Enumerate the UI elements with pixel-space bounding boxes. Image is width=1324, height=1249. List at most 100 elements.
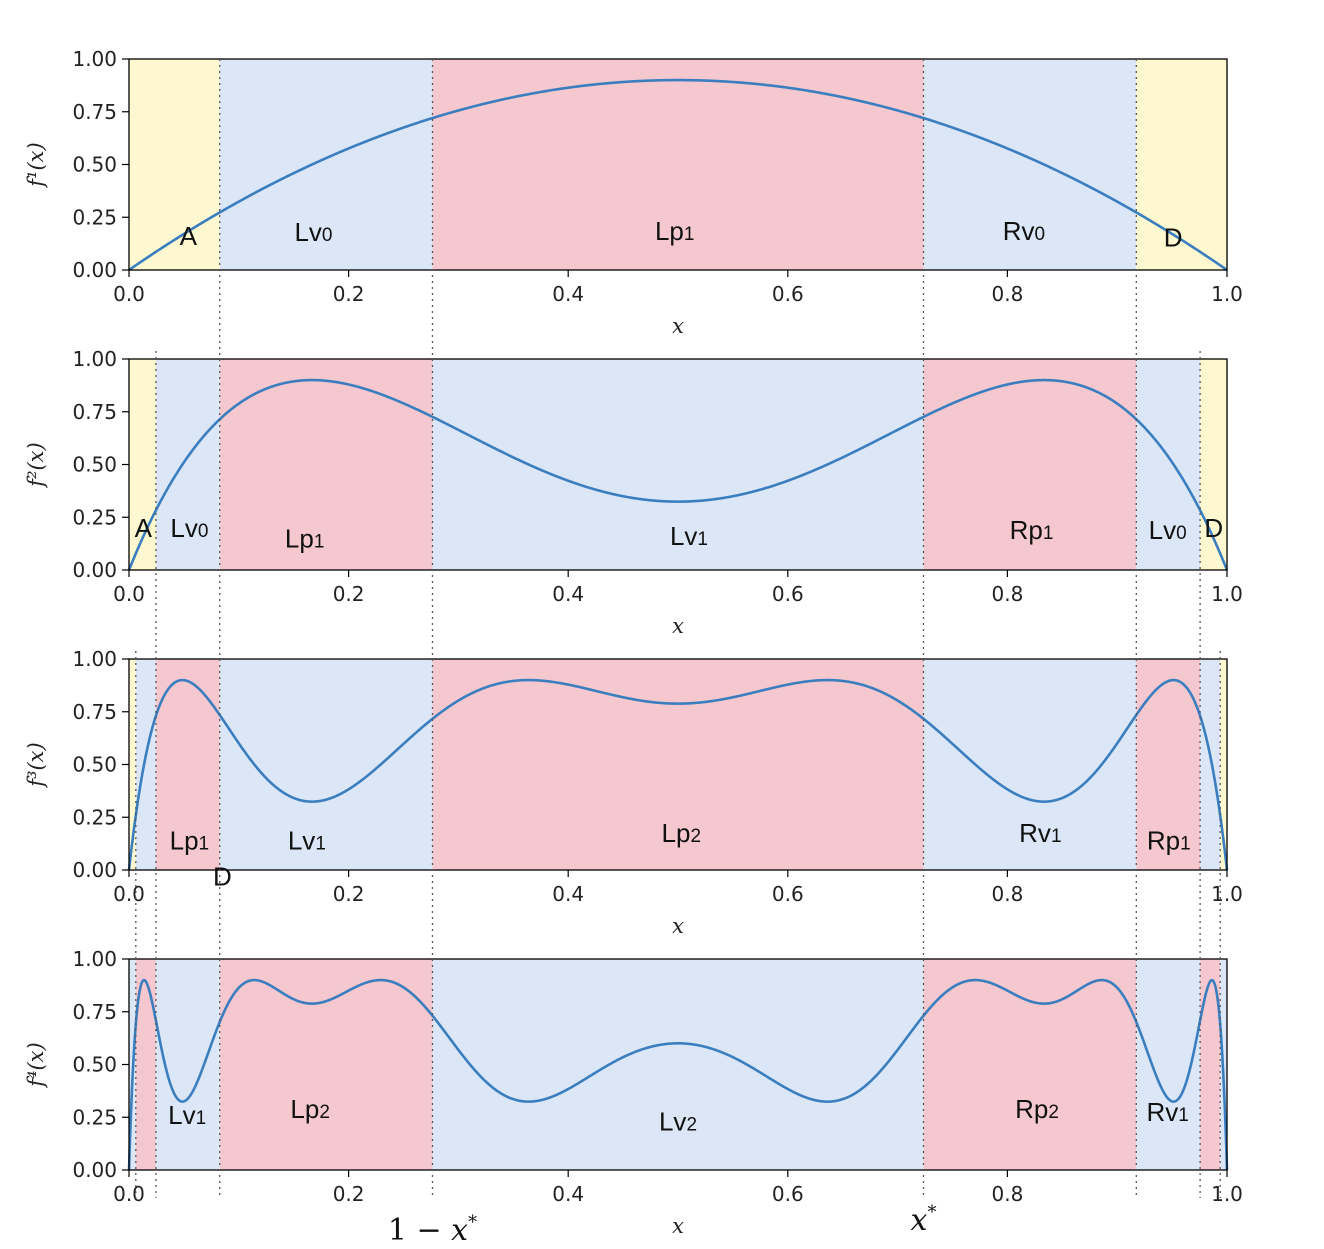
y-tick-label: 0.75 [72,1000,117,1024]
region-label: Rv1 [1019,818,1061,848]
y-tick-label: 0.50 [72,1053,117,1077]
region-label: D [213,861,232,891]
x-tick-label: 1.0 [1211,582,1243,606]
x-tick-label: 0.4 [552,282,584,306]
region-yellow [129,659,136,870]
region-label: Rv1 [1147,1097,1189,1127]
region-red [1136,659,1201,870]
y-tick-label: 0.00 [72,258,117,282]
region-blue [135,659,156,870]
region-red [432,59,924,270]
x-tick-label: 0.0 [113,882,145,906]
region-red [1200,959,1221,1170]
region-label: Lv0 [170,513,208,543]
region-label: Lv0 [294,217,332,247]
panel-f1: 0.00 0.25 0.50 0.75 1.00 0.0 0.2 0.4 0.6 0.8 1.0 x f… [24,47,1243,338]
y-tick-label: 0.00 [72,558,117,582]
region-blue [219,659,433,870]
region-blue [1200,659,1221,870]
region-label: Rp1 [1147,825,1191,855]
x-tick-label: 0.2 [333,1182,365,1206]
x-tick-label: 0.0 [113,1182,145,1206]
region-yellow [129,59,220,270]
region-label: Rv0 [1003,216,1045,246]
curve-f4 [127,978,1229,1171]
region-label: D [1164,222,1183,252]
curve-f1 [128,78,1228,272]
y-tick-label: 0.50 [72,453,117,477]
x-axis-label: x [672,1214,684,1238]
x-tick-label: 0.4 [552,882,584,906]
x-tick-label: 0.0 [113,282,145,306]
region-blue [219,59,433,270]
x-tick-label: 0.6 [772,282,804,306]
x-tick-label: 0.6 [772,1182,804,1206]
region-blue [155,359,220,570]
curve-f2 [127,378,1229,571]
y-tick-label: 0.00 [72,858,117,882]
region-label: Lp2 [290,1094,330,1124]
region-red [432,659,924,870]
xstar-label: x* [911,1202,937,1238]
x-tick-label: 0.2 [333,282,365,306]
y-tick-label: 0.75 [72,100,117,124]
region-red [155,659,220,870]
region-label: Lv1 [670,521,708,551]
panel-f3: 0.00 0.25 0.50 0.75 1.00 0.0 0.2 0.4 0.6 0.8 1.0 x f… [24,647,1243,938]
region-red [219,359,433,570]
region-label: Lv1 [168,1100,206,1130]
y-tick-label: 1.00 [72,947,117,971]
region-red [219,959,433,1170]
y-tick-label: 1.00 [72,647,117,671]
region-label: A [180,221,198,251]
bottom-annotations: 1 − x* x* [388,1202,937,1248]
panel-f2: 0.00 0.25 0.50 0.75 1.00 0.0 0.2 0.4 0.6 0.8 1.0 x f… [24,347,1243,638]
x-tick-label: 0.4 [552,582,584,606]
x-tick-label: 0.6 [772,582,804,606]
region-label: Rp1 [1010,515,1054,545]
y-tick-label: 0.25 [72,505,117,529]
x-tick-label: 0.2 [333,582,365,606]
y-tick-label: 0.25 [72,805,117,829]
region-label: Lv1 [288,825,326,855]
one-minus-xstar-label: 1 − x* [388,1212,477,1248]
region-red [923,959,1137,1170]
x-tick-label: 0.8 [991,882,1023,906]
region-label: Lp1 [285,523,325,553]
region-blue [432,359,924,570]
region-blue [1136,359,1201,570]
region-label: D [1204,513,1223,543]
x-axis-label: x [672,914,684,938]
y-tick-label: 0.25 [72,205,117,229]
curve-f3 [127,678,1229,871]
region-label: Lp1 [655,216,695,246]
x-tick-label: 1.0 [1211,282,1243,306]
x-tick-label: 0.2 [333,882,365,906]
region-blue [432,959,924,1170]
x-tick-label: 0.8 [991,582,1023,606]
y-tick-label: 1.00 [72,47,117,71]
region-red [135,959,156,1170]
boundary-guides [135,59,1221,1198]
region-yellow [1220,659,1227,870]
y-axis-label: f¹(x) [24,142,48,188]
x-tick-label: 0.8 [991,1182,1023,1206]
x-tick-label: 0.0 [113,582,145,606]
region-label: Lv2 [659,1106,697,1136]
y-tick-label: 1.00 [72,347,117,371]
region-blue [155,959,220,1170]
y-axis-label: f³(x) [24,742,48,788]
region-label: Lp1 [170,825,210,855]
region-blue [1136,959,1201,1170]
panels: 0.00 0.25 0.50 0.75 1.00 0.0 0.2 0.4 0.6 0.8 1.0 x f… [24,47,1243,1238]
y-tick-label: 0.75 [72,700,117,724]
x-tick-label: 1.0 [1211,882,1243,906]
x-tick-label: 0.8 [991,282,1023,306]
y-axis-label: f²(x) [24,442,48,488]
region-label: A [135,513,153,543]
x-axis-label: x [672,314,684,338]
y-tick-label: 0.00 [72,1158,117,1182]
region-yellow [129,359,156,570]
region-yellow [1136,59,1227,270]
